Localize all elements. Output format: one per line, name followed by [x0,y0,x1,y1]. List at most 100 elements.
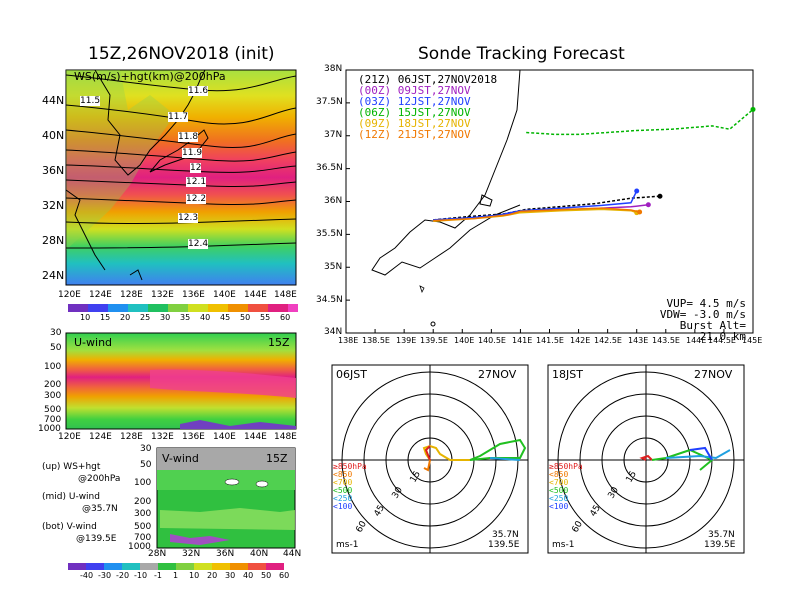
colorbar-tick: 1 [173,571,179,580]
sonde-end-point [634,188,640,194]
lat-tick: 24N [42,269,65,282]
track-title: Sonde Tracking Forecast [418,44,625,64]
track-lon-tick: 143.5E [652,336,680,345]
hodo-right-unit: ms-1 [552,540,575,550]
p-tick: 30 [50,328,62,338]
lon-tick: 144E [244,290,267,300]
wind-colorbar [68,563,284,570]
colorbar-tick: 60 [279,571,290,580]
legend-utc: (00Z) [358,84,392,97]
p-tick: 1000 [128,542,151,552]
hodo-left-unit: ms-1 [336,540,359,550]
colorbar-tick: 15 [100,313,111,322]
legend-jst: 06JST,27NOV2018 [397,73,498,86]
u-wind-label: U-wind [74,336,113,349]
legend-entry: (09Z) 18JST,27NOV [358,118,497,129]
legend-entry: (06Z) 15JST,27NOV [358,107,497,118]
lat-tick: 36N [216,549,235,559]
p-tick: 50 [140,460,152,470]
hodo-left-date: 27NOV [478,368,517,381]
v-wind-label: V-wind [162,452,199,465]
legend-jst: 09JST,27NOV [397,84,471,97]
sonde-track-line [433,190,638,221]
track-lon-tick: 140.5E [478,336,506,345]
level-entry: <250 [549,494,569,503]
p-tick: 500 [134,522,152,532]
sonde-track-line [433,207,640,222]
contour-label: 12.4 [188,239,209,249]
note-top-a: (up) WS+hgt [42,462,101,472]
u-wind-time: 15Z [268,336,290,349]
sonde-end-point [637,209,643,215]
colorbar-tick: 40 [200,313,211,322]
colorbar-tick: -1 [154,571,162,580]
lon-tick: 120E [58,432,81,442]
level-entry: <500 [549,486,569,495]
lat-tick: 28N [42,234,65,247]
p-tick: 500 [44,405,62,415]
legend-utc: (21Z) [358,73,392,86]
lat-tick: 40N [42,129,65,142]
sonde-track-line [433,195,661,221]
lon-tick: 132E [151,290,174,300]
lon-tick: 140E [213,432,236,442]
track-lon-tick: 142.5E [594,336,622,345]
note-mid-a: (mid) U-wind [42,492,100,502]
colorbar-tick: 10 [80,313,91,322]
colorbar-tick: 35 [180,313,191,322]
legend-utc: (12Z) [358,128,392,141]
note-top-b: @200hPa [78,474,121,484]
p-tick: 200 [134,497,152,507]
colorbar-tick: -20 [116,571,130,580]
param-vdw: VDW= -3.0 m/s [659,308,746,321]
level-entry: ≥850hPa [549,462,583,471]
track-map [345,69,756,334]
track-lon-tick: 143E [628,336,649,345]
legend-jst: 12JST,27NOV [397,95,471,108]
sonde-end-point [750,106,756,112]
lat-tick: 32N [182,549,201,559]
legend-entry: (03Z) 12JST,27NOV [358,96,497,107]
colorbar-tick: 45 [220,313,231,322]
contour-label: 11.9 [182,148,203,158]
legend-entry: (21Z) 06JST,27NOV2018 [358,74,497,85]
level-entry: <500 [333,486,353,495]
p-tick: 1000 [38,424,61,434]
colorbar-tick: -10 [134,571,148,580]
hodo-left-lat: 35.7N [492,530,519,540]
p-tick: 700 [44,415,62,425]
track-lon-tick: 138E [338,336,359,345]
level-entry: <850 [333,470,353,479]
lon-tick: 132E [151,432,174,442]
p-tick: 100 [44,362,62,372]
hodo-right-levels: ≥850hPa <850 <700 <500 <250 <100 [549,463,583,511]
lon-tick: 124E [89,432,112,442]
lat-tick: 36N [42,164,65,177]
lon-tick: 148E [274,432,297,442]
lon-tick: 140E [213,290,236,300]
lon-tick: 148E [274,290,297,300]
lat-tick: 44N [283,549,302,559]
ws-map [65,69,297,286]
track-lon-tick: 139.5E [420,336,448,345]
hodo-right-date: 27NOV [694,368,733,381]
note-bot-a: (bot) V-wind [42,522,97,532]
colorbar-tick: 60 [280,313,291,322]
hodo-right-time: 18JST [552,368,583,381]
track-lat-tick: 38N [324,64,343,74]
param-burst: Burst Alt= 21.0 km [679,319,746,343]
legend-jst: 21JST,27NOV [397,128,471,141]
colorbar-tick: 50 [261,571,272,580]
legend-jst: 18JST,27NOV [397,117,471,130]
contour-label: 12.3 [178,213,199,223]
ws-map-label: WS(m/s)+hgt(km)@200hPa [74,70,226,83]
lon-tick: 136E [182,432,205,442]
lat-tick: 32N [42,199,65,212]
contour-label: 11.8 [178,132,199,142]
p-tick: 700 [134,533,152,543]
track-lat-tick: 37.5N [316,97,343,107]
level-entry: <250 [333,494,353,503]
track-lon-tick: 141E [512,336,533,345]
contour-label: 11.6 [188,86,209,96]
